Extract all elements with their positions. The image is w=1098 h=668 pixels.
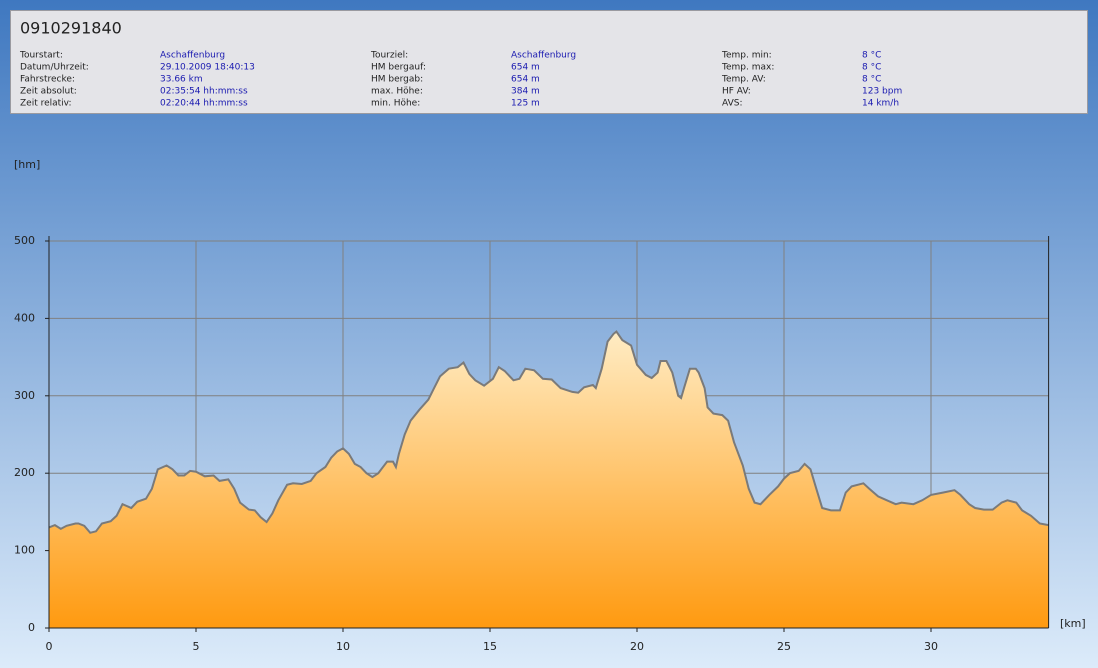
y-tick-label: 400: [14, 311, 35, 324]
info-value: 654 m: [511, 75, 540, 85]
info-value: Aschaffenburg: [160, 51, 225, 61]
info-label: AVS:: [722, 99, 742, 109]
info-panel: [10, 10, 1088, 114]
elevation-line: [48, 330, 1049, 534]
info-label: HF AV:: [722, 87, 751, 97]
x-tick-label: 20: [630, 640, 644, 653]
y-tick-label: 100: [14, 544, 35, 557]
y-tick-label: 200: [14, 466, 35, 479]
x-tick-label: 10: [336, 640, 350, 653]
info-label: Temp. max:: [721, 63, 774, 73]
info-value: Aschaffenburg: [511, 51, 576, 61]
info-label: HM bergauf:: [371, 63, 426, 73]
area-fill: [49, 331, 1049, 628]
info-label: Tourziel:: [370, 51, 408, 61]
info-value: 02:35:54 hh:mm:ss: [160, 87, 248, 97]
x-tick-label: 15: [483, 640, 497, 653]
info-label: Datum/Uhrzeit:: [20, 63, 89, 73]
info-label: Temp. AV:: [721, 75, 766, 85]
info-value: 02:20:44 hh:mm:ss: [160, 99, 248, 109]
y-tick-label: 0: [28, 621, 35, 634]
y-axis-label: [hm]: [14, 158, 40, 171]
info-label: Zeit absolut:: [20, 87, 77, 97]
x-tick-label: 30: [924, 640, 938, 653]
tour-title: 0910291840: [20, 19, 122, 38]
info-value: 8 °C: [862, 75, 881, 85]
x-tick-label: 0: [46, 640, 53, 653]
y-tick-label: 500: [14, 234, 35, 247]
info-value: 8 °C: [862, 51, 881, 61]
info-label: Tourstart:: [19, 51, 63, 61]
info-value: 125 m: [511, 99, 540, 109]
info-value: 8 °C: [862, 63, 881, 73]
info-label: Zeit relativ:: [20, 99, 72, 109]
info-label: min. Höhe:: [371, 99, 420, 109]
x-tick-label: 5: [193, 640, 200, 653]
info-value: 123 bpm: [862, 87, 902, 97]
info-value: 33.66 km: [160, 75, 203, 85]
info-label: max. Höhe:: [371, 87, 423, 97]
info-value: 384 m: [511, 87, 540, 97]
info-value: 29.10.2009 18:40:13: [160, 63, 255, 73]
x-tick-label: 25: [777, 640, 791, 653]
info-value: 654 m: [511, 63, 540, 73]
x-axis-label: [km]: [1060, 617, 1086, 630]
info-label: Temp. min:: [721, 51, 772, 61]
info-label: Fahrstrecke:: [20, 75, 75, 85]
info-value: 14 km/h: [862, 99, 899, 109]
y-tick-label: 300: [14, 389, 35, 402]
info-label: HM bergab:: [371, 75, 423, 85]
